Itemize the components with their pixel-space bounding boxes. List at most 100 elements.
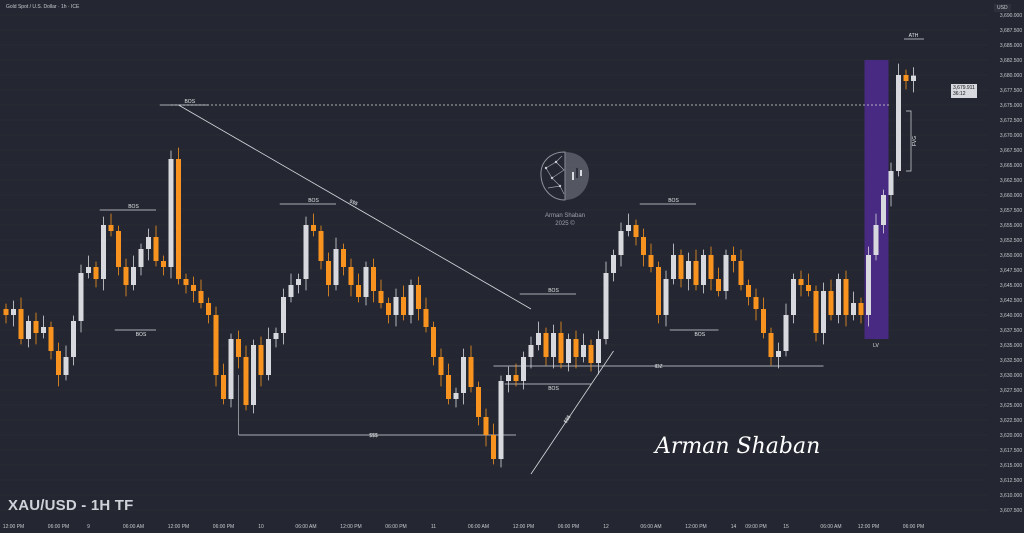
candle [311,213,316,237]
candle-body [603,273,609,339]
price-tick-label: 3,645.000 [1000,283,1022,289]
price-tick-label: 3,607.500 [1000,508,1022,514]
time-tick-label: 11 [431,524,436,530]
time-tick-label: 06:00 PM [558,524,579,530]
candle [176,147,181,285]
candle [611,249,616,282]
candle-body [828,291,834,315]
candle-body [701,255,706,285]
time-tick-label: 06:00 PM [213,524,234,530]
candle-body [41,327,46,333]
price-tick-label: 3,627.500 [1000,388,1022,394]
candle-body [378,291,384,303]
candle-body [273,333,279,339]
candle [693,249,699,291]
candle-body [108,225,114,231]
candle-body [236,339,241,357]
time-tick-label: 12:00 PM [685,524,706,530]
candle [911,67,916,93]
rising-trendline [530,350,614,475]
candle [498,375,504,468]
candle [566,333,571,372]
fvg-label: FVG [912,136,918,146]
time-tick-label: 09:00 PM [745,524,766,530]
candle [491,423,496,465]
candle-body [851,303,856,315]
currency-label[interactable]: USD [994,4,1011,12]
candle [26,315,31,348]
candle [716,267,721,297]
candle-body [731,255,736,261]
time-axis[interactable]: 12:00 PM 06:00 PM 9 06:00 AM 12:00 PM 06:00 P… [0,520,1024,533]
price-tick-label: 3,670.000 [1000,133,1022,139]
candle [48,321,54,360]
price-tick-label: 3,637.500 [1000,328,1022,334]
watermark: Arman Shaban 2025 © [536,148,594,227]
price-axis[interactable]: 3,690.000 3,687.500 3,685.000 3,682.500 3,68… [988,0,1024,533]
candle-body [371,267,376,291]
candle [183,273,189,294]
candle-body [138,249,144,267]
bos-label: BOS [694,332,705,338]
price-tick-label: 3,690.000 [1000,13,1022,19]
falling-trendline [178,104,532,310]
candle [446,363,451,405]
candle [686,252,691,291]
time-tick-label: 12:00 PM [168,524,189,530]
candle [821,282,826,345]
time-tick-label: 06:00 PM [385,524,406,530]
candle [251,339,256,414]
time-tick-label: 06:00 AM [640,524,661,530]
candle [506,366,511,393]
candle [18,297,24,345]
candle-body [566,339,571,363]
time-tick-label: 12:00 PM [513,524,534,530]
candle-body [783,315,789,351]
candle-body [723,255,729,291]
candle [131,255,136,291]
candle-body [558,333,564,363]
candle [543,327,549,366]
candle-body [311,225,316,231]
price-tick-label: 3,685.000 [1000,43,1022,49]
candle [453,387,459,408]
candle [161,255,166,276]
price-tick-label: 3,647.500 [1000,268,1022,274]
price-tick-label: 3,617.500 [1000,448,1022,454]
candle [348,258,354,297]
candle-body [56,351,61,375]
candle [858,297,864,324]
price-tick-label: 3,662.500 [1000,178,1022,184]
current-price: 3,679.911 [953,85,975,91]
candle [71,315,76,366]
candle [671,243,676,285]
candle-body [348,267,354,285]
candle-body [693,261,699,285]
candle [618,222,624,267]
candle-body [18,309,24,339]
price-tick-label: 3,655.000 [1000,223,1022,229]
time-tick-label: 15 [783,524,789,530]
candle [738,249,744,291]
candle [903,69,909,90]
time-tick-label: 06:00 AM [820,524,841,530]
candle [93,261,99,288]
candle [513,363,519,387]
candle-body [453,393,459,399]
candle-body [806,285,811,291]
candle [303,216,309,291]
candle [41,315,46,339]
candle [461,348,466,405]
chart-grid [0,14,988,511]
candle [206,297,211,324]
price-tick-label: 3,642.500 [1000,298,1022,304]
candle-body [153,237,159,261]
brain-logo-icon [540,151,590,201]
candle [581,333,586,363]
candle-body [78,273,84,321]
bos-label: BOS [308,198,319,204]
candle-body [11,309,16,315]
liquidity-label: $$$ [348,199,358,208]
candle-body [461,357,466,393]
